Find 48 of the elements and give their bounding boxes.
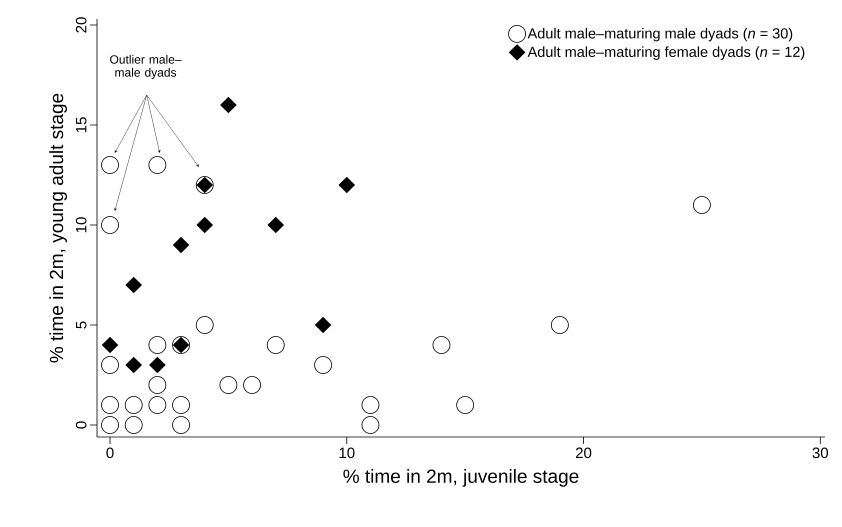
point xyxy=(102,336,118,354)
point xyxy=(172,236,190,254)
point xyxy=(266,336,285,354)
point xyxy=(125,356,142,374)
point xyxy=(148,376,166,394)
y-tick-label: 0 xyxy=(76,421,86,429)
point xyxy=(148,396,166,414)
point xyxy=(124,396,143,414)
point xyxy=(314,316,332,334)
x-axis-title: % time in 2m, juvenile stage xyxy=(343,469,578,487)
point xyxy=(172,396,190,414)
x-tick-label: 0 xyxy=(106,448,114,458)
y-axis-title: % time in 2m, young adult stage xyxy=(49,94,67,363)
point xyxy=(693,196,711,214)
point xyxy=(550,316,569,334)
x-tick-label: 20 xyxy=(576,448,592,458)
point xyxy=(314,356,332,374)
point xyxy=(148,156,166,174)
point xyxy=(172,416,190,434)
point xyxy=(456,396,474,414)
point xyxy=(101,216,119,234)
y-tick-label: 5 xyxy=(76,321,86,329)
point xyxy=(220,96,237,114)
point xyxy=(148,336,166,354)
point xyxy=(149,356,166,374)
point xyxy=(267,216,284,234)
point xyxy=(101,156,119,174)
point xyxy=(432,336,450,354)
point xyxy=(101,356,119,374)
point xyxy=(243,376,261,394)
y-tick-label: 20 xyxy=(76,17,86,33)
point xyxy=(125,276,142,294)
point xyxy=(338,176,356,194)
x-tick-label: 10 xyxy=(340,448,355,458)
point xyxy=(196,216,214,234)
x-tick-label: 30 xyxy=(812,448,828,458)
point xyxy=(124,416,143,434)
point xyxy=(101,416,119,434)
legend-label: Adult male–maturing male dyads (n = 30) xyxy=(528,28,792,42)
legend-label: Adult male–maturing female dyads (n = 12) xyxy=(528,46,804,60)
point xyxy=(101,396,119,414)
point xyxy=(220,376,238,394)
point xyxy=(362,416,380,434)
annotation: Outlier male–male dyads xyxy=(110,54,182,80)
point xyxy=(362,396,380,414)
y-tick-label: 10 xyxy=(76,217,86,232)
point xyxy=(196,316,214,334)
y-tick-label: 15 xyxy=(76,117,86,132)
